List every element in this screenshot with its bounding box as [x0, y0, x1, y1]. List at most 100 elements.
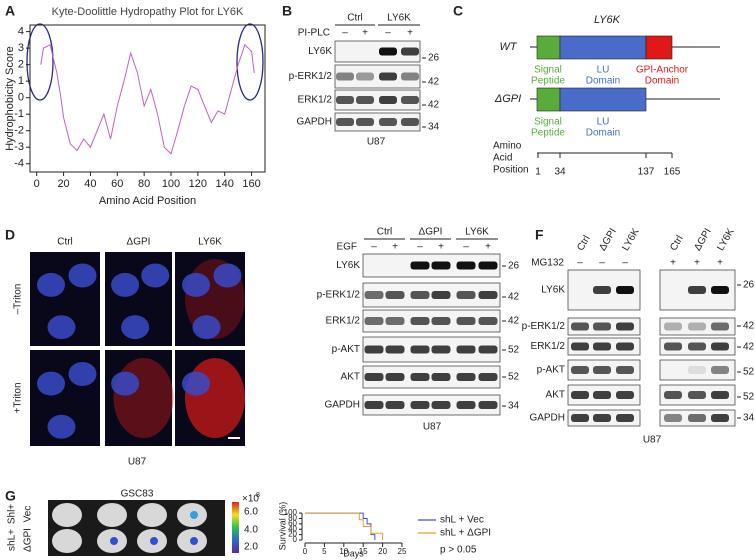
lane-label: Ctrl [575, 234, 592, 253]
domain-label: Peptide [531, 76, 565, 87]
row-label: LY6K [336, 260, 360, 271]
band [431, 261, 451, 270]
band [456, 261, 476, 270]
row-label: shL+ [7, 529, 18, 551]
nucleus [47, 315, 76, 340]
x-axis-label: Days [343, 548, 364, 558]
treatment-label: MG132 [531, 258, 564, 269]
mouse [137, 503, 167, 527]
cell-line-label: U87 [128, 457, 147, 468]
x-tick-label: 40 [84, 178, 96, 190]
domain-label: Domain [645, 76, 679, 87]
blot-frame [334, 89, 421, 111]
lane-sign: – [599, 258, 605, 269]
band [431, 401, 451, 409]
mw-label: 42 [508, 292, 520, 303]
band [571, 414, 589, 422]
red-signal [185, 358, 245, 438]
domain-label: Domain [586, 76, 620, 87]
x-axis-label: Amino Acid Position [99, 195, 196, 207]
lane-label: LY6K [620, 226, 642, 252]
band [401, 47, 419, 56]
lane-sign: – [622, 258, 628, 269]
scale-exp: 8 [256, 492, 260, 499]
lane-sign: – [417, 242, 423, 253]
band [688, 414, 706, 422]
band [410, 291, 430, 299]
nucleus [192, 315, 221, 340]
row-label: GAPDH [296, 117, 332, 128]
band [401, 118, 419, 126]
band [478, 291, 498, 299]
y-tick-label: -1 [14, 108, 24, 120]
x-tick-label: 15 [359, 547, 368, 556]
axis-title: Acid [493, 153, 512, 164]
mw-label: 26 [508, 261, 520, 272]
chart-title: Kyte-Doolittle Hydropathy Plot for LY6K [52, 6, 244, 18]
x-tick-label: 20 [57, 178, 69, 190]
scale-base: ×10 [242, 494, 259, 505]
domain-label: LU [597, 117, 610, 128]
lane-sign: + [485, 242, 491, 253]
band [571, 342, 589, 351]
lane-sign: – [577, 258, 583, 269]
axis-title: Amino [493, 141, 522, 152]
data-line [305, 512, 376, 540]
mouse [97, 503, 127, 527]
band [456, 317, 476, 325]
lane-sign: + [717, 258, 723, 269]
band [379, 47, 397, 56]
column-label: ΔGPI [127, 237, 151, 248]
lane-sign: – [463, 242, 469, 253]
band [616, 322, 634, 331]
position-label: 137 [638, 167, 655, 178]
lane-sign: – [385, 28, 391, 39]
band [616, 414, 634, 422]
band [356, 72, 374, 81]
data-line [40, 43, 255, 155]
nucleus [111, 272, 140, 297]
band [456, 345, 476, 354]
band [616, 391, 634, 399]
y-tick-label: 80 [288, 514, 297, 523]
row-label: p-ERK1/2 [522, 321, 566, 332]
row-label: ERK1/2 [298, 95, 333, 106]
nucleus [182, 371, 210, 396]
row-label: ERK1/2 [326, 316, 361, 327]
blot-frame [334, 112, 421, 132]
nucleus [182, 272, 210, 297]
panel-label: D [5, 227, 15, 243]
group-label: LY6K [387, 13, 411, 24]
x-tick-label: 80 [138, 178, 150, 190]
y-tick-label: 3 [18, 42, 24, 54]
band [410, 317, 430, 325]
nucleus [37, 272, 65, 297]
lane-label: LY6K [715, 226, 737, 252]
band [593, 286, 611, 294]
band [364, 345, 384, 354]
band [410, 261, 430, 270]
lu-domain [559, 87, 647, 112]
y-tick-label: -3 [14, 141, 24, 153]
nucleus [68, 263, 97, 288]
band [616, 286, 634, 294]
band [478, 401, 498, 409]
row-label: p-AKT [332, 344, 360, 355]
mw-label: 52 [508, 345, 520, 356]
panel-label: G [5, 488, 16, 504]
row-label: p-ERK1/2 [317, 290, 361, 301]
lane-label: Ctrl [668, 234, 685, 253]
cell-line-label: U87 [423, 422, 442, 433]
x-tick-label: 60 [111, 178, 123, 190]
band [364, 373, 384, 381]
band [379, 96, 397, 104]
annotation: p > 0.05 [440, 545, 477, 556]
highlight-ellipse [26, 23, 54, 101]
panel-label: B [282, 3, 292, 19]
band [431, 291, 451, 299]
nucleus [111, 371, 140, 396]
mw-label: 26 [428, 53, 440, 64]
band [379, 118, 397, 126]
column-label: Ctrl [57, 237, 73, 248]
mw-label: 42 [743, 342, 755, 353]
